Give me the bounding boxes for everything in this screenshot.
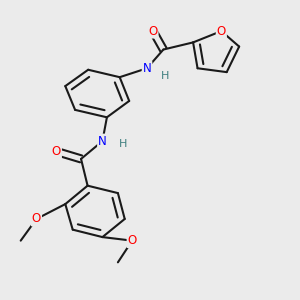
Text: N: N bbox=[143, 62, 152, 75]
Text: H: H bbox=[118, 139, 127, 149]
Text: H: H bbox=[161, 71, 169, 81]
Text: O: O bbox=[32, 212, 41, 226]
Text: O: O bbox=[52, 145, 61, 158]
Text: N: N bbox=[98, 135, 107, 148]
Text: O: O bbox=[217, 25, 226, 38]
Text: O: O bbox=[128, 234, 137, 247]
Text: O: O bbox=[148, 25, 158, 38]
